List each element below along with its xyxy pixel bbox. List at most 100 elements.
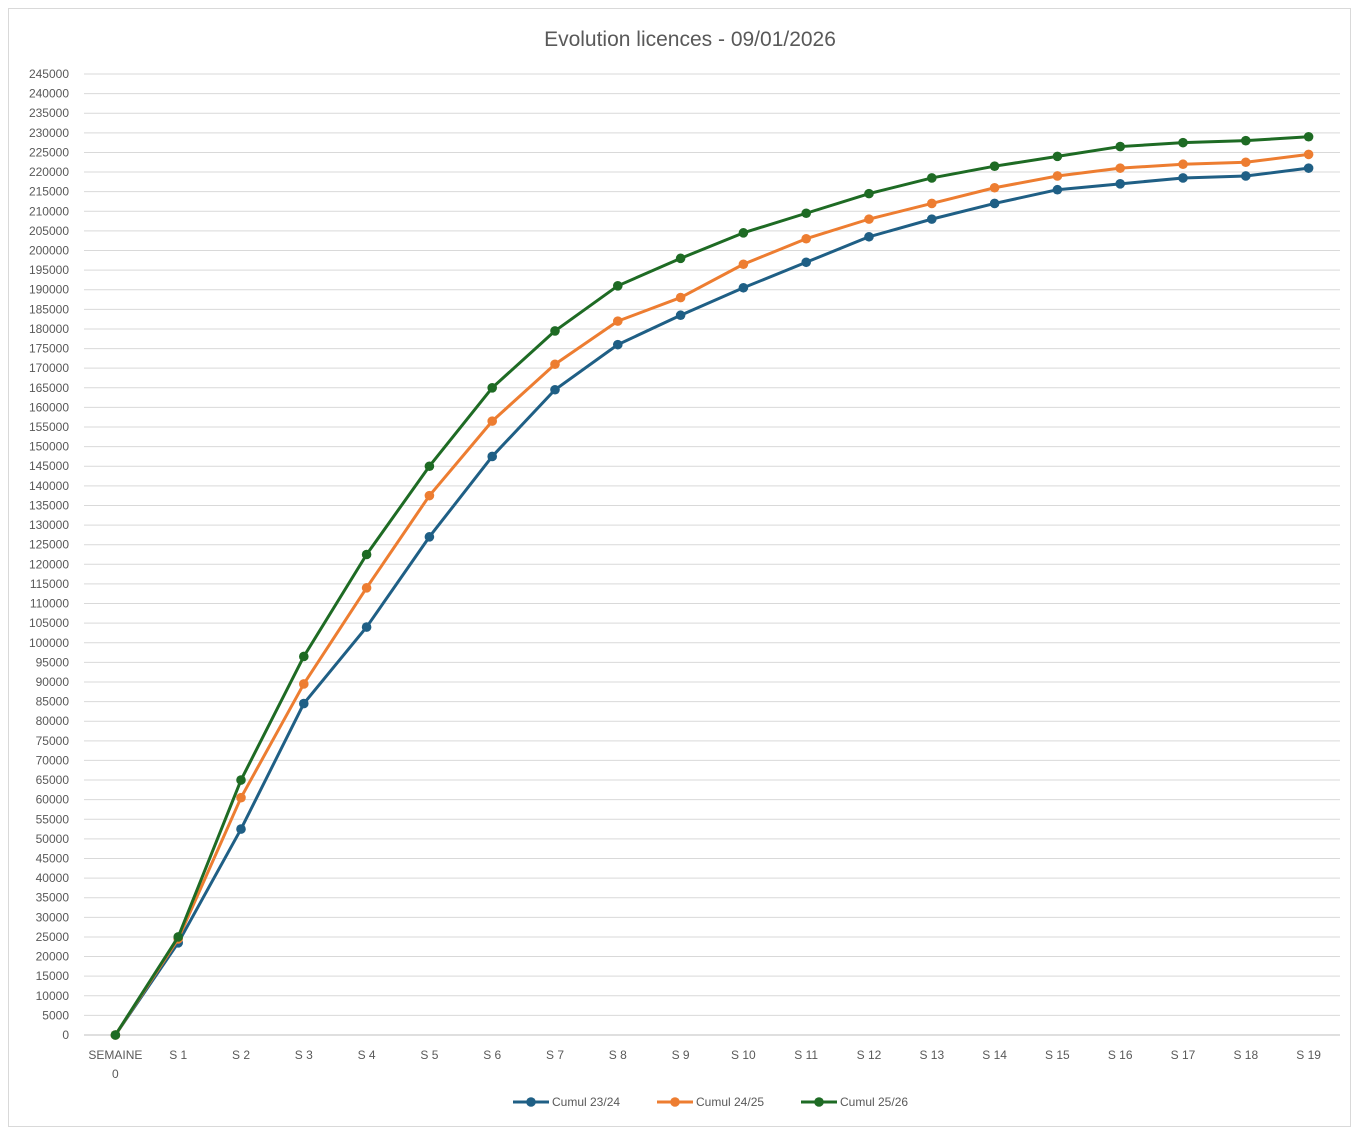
gridlines [84,73,1340,1036]
y-tick-label: 10000 [36,989,70,1003]
data-point [1178,159,1188,170]
y-tick-label: 130000 [29,518,69,532]
legend-label: Cumul 24/25 [696,1095,764,1109]
data-point [361,583,372,593]
y-tick-label: 180000 [29,322,69,336]
y-tick-label: 0 [62,1028,69,1042]
y-tick-label: 145000 [29,459,69,473]
data-point [989,182,1000,193]
y-tick-label: 60000 [36,793,70,807]
x-tick-label: S 19 [1296,1048,1321,1062]
data-point [487,451,498,462]
x-tick-label: S 7 [546,1048,564,1062]
data-point [1178,173,1188,183]
chart-frame: Evolution licences - 09/01/2026 0 5000 100… [8,8,1351,1127]
y-tick-label: 215000 [29,185,69,199]
data-point [361,622,372,632]
y-tick-label: 175000 [29,342,69,356]
series-line [114,166,1309,1036]
data-point [1241,157,1251,168]
chart-title: Evolution licences - 09/01/2026 [544,28,836,51]
legend-item: Cumul 25/26 [801,1095,908,1109]
y-tick-label: 205000 [29,224,69,238]
y-tick-label: 100000 [29,636,69,650]
data-point [1303,131,1314,142]
x-tick-label: S 2 [232,1048,250,1062]
y-tick-label: 220000 [29,165,69,179]
data-point [738,259,749,270]
data-point [1115,179,1125,189]
data-point [738,282,749,293]
x-tick-label: S 16 [1108,1048,1133,1062]
data-point [927,198,937,209]
series-line [114,135,1309,1036]
y-tick-label: 235000 [29,106,69,120]
data-point [675,310,686,321]
y-tick-label: 190000 [29,283,69,297]
y-tick-label: 110000 [30,597,69,611]
y-tick-label: 195000 [29,263,69,277]
data-point [1115,141,1125,152]
y-tick-label: 35000 [36,891,70,905]
x-tick-label: S 1 [169,1048,187,1062]
data-point [989,198,1000,209]
data-point [864,214,874,224]
data-point [675,292,686,303]
y-tick-label: 80000 [36,714,70,728]
y-tick-label: 55000 [36,812,70,826]
y-tick-label: 230000 [29,126,69,140]
data-point [613,281,623,291]
x-tick-label: S 12 [857,1048,882,1062]
data-point [424,532,435,542]
legend-label: Cumul 23/24 [552,1095,620,1109]
y-tick-label: 20000 [36,950,70,964]
data-point [1052,171,1063,181]
x-tick-label: S 11 [794,1048,818,1062]
data-point [236,824,246,834]
data-point [1241,135,1251,146]
chart-svg: Evolution licences - 09/01/2026 0 5000 100… [29,28,1340,1109]
data-point [927,214,937,224]
data-point [1241,171,1251,181]
y-tick-label: 65000 [36,773,70,787]
data-point [236,792,246,803]
data-point [927,173,937,183]
x-axis-ticks: SEMAINE 0 S 1 S 2 S 3 S 4 S 5 S 6 S 7 S 8 S 9 S 10 S… [88,1048,1321,1081]
data-point [424,490,435,501]
data-point [613,316,623,326]
data-point [613,339,623,350]
data-point [299,679,309,689]
data-point [299,698,309,709]
data-point [1052,151,1063,162]
x-tick-label: S 3 [295,1048,313,1062]
y-tick-label: 245000 [29,67,69,81]
series-3 [110,131,1314,1040]
data-point [110,1030,121,1040]
series-line [114,152,1309,1036]
x-tick-label: SEMAINE 0 [88,1048,142,1081]
data-point [989,161,1000,171]
x-tick-label: S 18 [1233,1048,1258,1062]
x-tick-label: S 9 [672,1048,690,1062]
data-point [801,257,811,268]
data-point [236,775,246,785]
data-point [550,384,560,395]
y-tick-label: 240000 [29,87,69,101]
data-point [173,932,183,942]
data-point [424,461,435,472]
x-tick-label: S 14 [982,1048,1007,1062]
data-point [801,233,811,244]
data-point [1115,163,1125,173]
y-tick-label: 45000 [36,851,70,865]
y-tick-label: 210000 [29,204,69,218]
data-point [1303,149,1314,160]
y-axis-ticks: 0 5000 10000 15000 20000 25000 30000 35000 40000… [29,67,69,1042]
data-point [864,188,874,199]
data-point [550,359,560,370]
y-tick-label: 125000 [29,538,69,552]
legend-item: Cumul 23/24 [513,1095,620,1109]
legend-marker [670,1097,680,1107]
data-point [1303,163,1314,173]
data-point [738,228,749,238]
y-tick-label: 135000 [29,498,69,512]
